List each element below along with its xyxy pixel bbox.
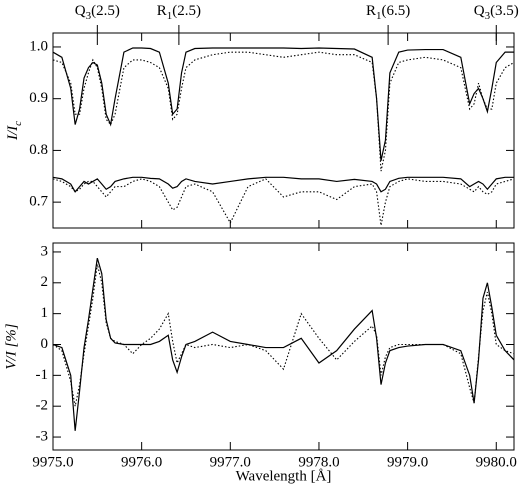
x-tick-label: 9979.0 xyxy=(387,454,428,470)
y-axis-label: V/I [%] xyxy=(3,323,19,369)
line-marker-label: R1(6.5) xyxy=(366,3,410,21)
line-marker-name: R xyxy=(366,3,376,19)
line-marker-sub: 1 xyxy=(167,10,173,22)
line-marker-sub: 3 xyxy=(86,10,92,22)
y-tick-label: 0.8 xyxy=(29,142,48,158)
y-tick-label: -1 xyxy=(36,367,49,383)
x-tick-label: 9978.0 xyxy=(298,454,339,470)
spectrum-line xyxy=(53,264,514,407)
line-marker-name: Q xyxy=(75,3,86,19)
line-marker-name: R xyxy=(157,3,167,19)
line-marker-j: (3.5) xyxy=(490,3,519,19)
x-tick-label: 9977.0 xyxy=(210,454,251,470)
y-axis-label: I/Ic xyxy=(5,121,23,141)
spectrum-line xyxy=(53,51,514,172)
line-marker-label: Q3(2.5) xyxy=(75,3,120,21)
y-tick-label: -3 xyxy=(36,428,49,444)
line-marker-j: (6.5) xyxy=(381,3,410,19)
spectrum-line xyxy=(53,47,514,161)
x-tick-label: 9980.0 xyxy=(476,454,517,470)
y-tick-label: 1.0 xyxy=(29,38,48,54)
line-marker-label: R1(2.5) xyxy=(157,3,201,21)
line-marker-name: Q xyxy=(474,3,485,19)
y-axis-label-sub: c xyxy=(12,121,24,126)
spectrum-line xyxy=(53,257,514,431)
x-axis-label: Wavelength [Å] xyxy=(236,468,332,484)
spectrum-line xyxy=(53,176,514,193)
line-marker-sub: 3 xyxy=(485,10,491,22)
line-marker-j: (2.5) xyxy=(172,3,201,19)
y-tick-label: -2 xyxy=(36,398,49,414)
x-tick-label: 9976.0 xyxy=(121,454,162,470)
y-axis-label-main: I/I xyxy=(5,125,21,141)
line-marker-label: Q3(3.5) xyxy=(474,3,519,21)
x-tick-label: 9975.0 xyxy=(32,454,73,470)
y-tick-label: 3 xyxy=(41,243,49,259)
plot-frame xyxy=(52,32,515,229)
y-tick-label: 0.9 xyxy=(29,90,48,106)
y-tick-label: 2 xyxy=(41,274,49,290)
spectrum-line xyxy=(53,178,514,226)
y-tick-label: 0.7 xyxy=(29,194,48,210)
line-marker-j: (2.5) xyxy=(91,3,120,19)
line-marker-sub: 1 xyxy=(376,10,382,22)
y-tick-label: 0 xyxy=(41,336,49,352)
y-tick-label: 1 xyxy=(41,305,49,321)
plot-frame xyxy=(52,242,515,451)
